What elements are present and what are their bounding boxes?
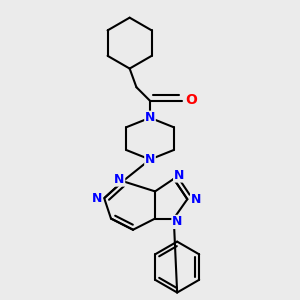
Text: N: N (174, 169, 184, 182)
Text: O: O (185, 93, 197, 107)
Text: N: N (114, 173, 124, 186)
Text: N: N (172, 215, 182, 228)
Text: N: N (190, 193, 201, 206)
Text: N: N (145, 153, 155, 166)
Text: N: N (92, 192, 103, 205)
Text: N: N (145, 111, 155, 124)
